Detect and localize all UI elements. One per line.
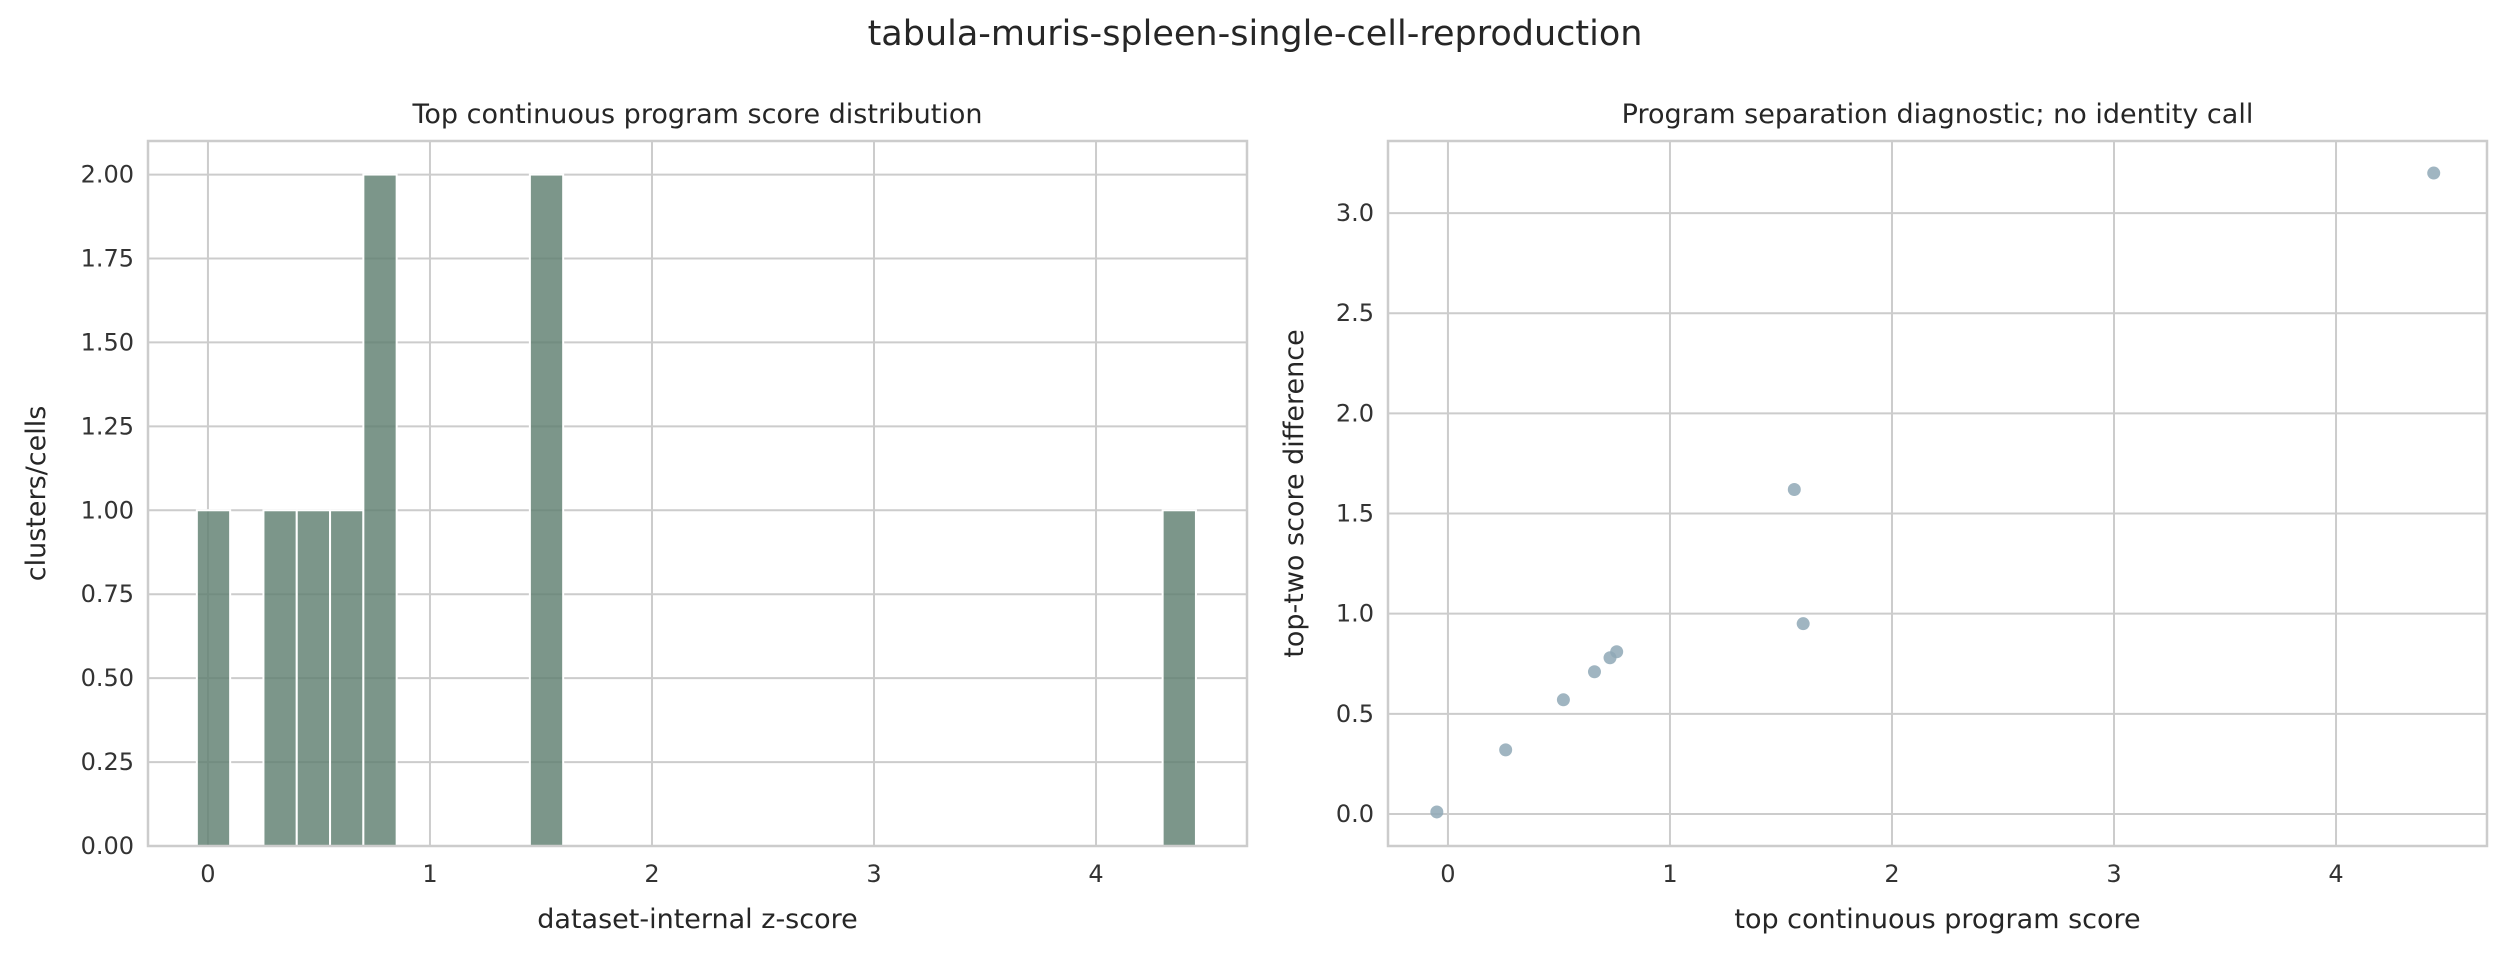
scatter-point [1796,617,1810,631]
y-tick-label: 2.5 [1336,299,1374,327]
axes-frame [1386,139,2489,848]
scatter-point [1610,645,1624,659]
x-tick-label: 1 [1662,860,1677,888]
histogram-bar [1161,509,1197,847]
y-tick-label: 1.75 [81,245,134,273]
histogram-bar [329,509,365,847]
y-tick-label: 1.25 [81,412,134,440]
y-tick-label: 1.0 [1336,600,1374,628]
scatter-point [1787,482,1801,496]
y-tick-label: 1.50 [81,328,134,356]
y-tick-label: 1.5 [1336,500,1374,528]
scatter-point [1587,665,1601,679]
histogram-bar [362,173,398,848]
y-tick-label: 2.00 [81,161,134,189]
panel-title: Top continuous program score distributio… [411,99,982,130]
y-tick-label: 0.00 [81,832,134,860]
panel-title: Program separation diagnostic; no identi… [1622,99,2254,130]
y-tick-label: 2.0 [1336,399,1374,427]
scatter-point [1430,805,1444,819]
histogram-bar [528,173,565,848]
y-axis-label: top-two score difference [1279,329,1310,657]
histogram-bar [295,509,332,847]
y-tick-label: 0.75 [81,580,134,608]
histogram-bar [195,509,232,847]
scatter-point [2427,166,2441,180]
y-tick-label: 0.5 [1336,700,1374,728]
y-tick-label: 0.50 [81,664,134,692]
scatter-point [1556,693,1570,707]
x-axis-label: top continuous program score [1734,904,2140,935]
histogram-bar [262,509,298,847]
y-tick-label: 0.0 [1336,800,1374,828]
y-tick-label: 3.0 [1336,199,1374,227]
axes-frame [146,139,1249,848]
y-tick-label: 1.00 [81,496,134,524]
x-tick-label: 3 [2106,860,2121,888]
x-tick-label: 0 [1440,860,1455,888]
x-tick-label: 2 [1884,860,1899,888]
x-tick-label: 0 [200,860,215,888]
x-tick-label: 3 [866,860,881,888]
scatter-point [1499,743,1513,757]
x-tick-label: 2 [644,860,659,888]
y-axis-label: clusters/cells [21,406,52,582]
figure-title: tabula-muris-spleen-single-cell-reproduc… [867,14,1643,54]
y-tick-label: 0.25 [81,748,134,776]
x-tick-label: 1 [422,860,437,888]
x-tick-label: 4 [2328,860,2343,888]
x-tick-label: 4 [1088,860,1103,888]
x-axis-label: dataset-internal z-score [537,904,857,935]
